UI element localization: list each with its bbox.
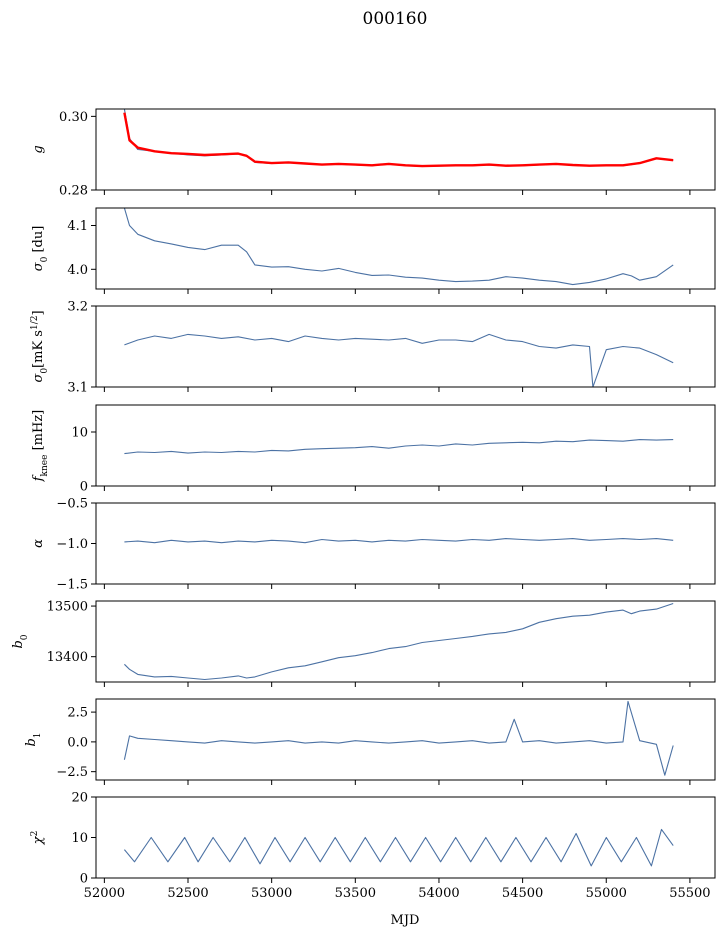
x-tick-label: 55500 <box>669 886 710 901</box>
y-axis-label-fknee: fknee [mHz] <box>31 410 50 483</box>
axes-frame-g <box>95 108 716 191</box>
y-tick-label: 0.30 <box>59 110 88 125</box>
series-line-fknee-0 <box>124 439 674 455</box>
y-tick-label: 4.0 <box>67 263 88 278</box>
x-axis-label: MJD <box>391 913 420 928</box>
series-line-chi2-0 <box>123 828 674 867</box>
series-line-sigma0_du-0 <box>123 208 674 286</box>
y-axis-label-alpha: α <box>31 539 46 548</box>
x-tick-label: 55000 <box>586 886 627 901</box>
axes-frame-sigma0_mK <box>95 305 716 388</box>
y-axis-label-b0: b0 <box>11 634 30 648</box>
y-tick-label: 13500 <box>47 600 88 615</box>
y-axis-label-g: g <box>31 145 46 153</box>
panel-fknee: 0 10 fknee [mHz] <box>31 404 716 495</box>
y-tick-label: 0 <box>80 872 88 887</box>
series-line-g-fit <box>123 112 674 168</box>
y-tick-label: −0.5 <box>56 497 88 512</box>
y-tick-label: −1.5 <box>56 578 88 593</box>
y-tick-label: −1.0 <box>56 537 88 552</box>
axes-frame-chi2 <box>95 796 716 879</box>
series-line-g-data <box>123 109 674 167</box>
axes-frame-alpha <box>95 502 716 585</box>
y-tick-label: 13400 <box>47 650 88 665</box>
y-tick-label: 20 <box>71 791 88 806</box>
panel-b0: 13400 13500 b0 <box>11 600 716 687</box>
x-tick-label: 53000 <box>251 886 292 901</box>
y-tick-label: 4.1 <box>67 219 88 234</box>
y-axis-label-sigma0_mK: σ0[mK s1/2] <box>30 310 50 382</box>
y-tick-label: 3.1 <box>67 381 88 396</box>
y-tick-label: 10 <box>71 426 88 441</box>
series-line-b0-0 <box>124 602 674 681</box>
y-tick-label: −2.5 <box>56 765 88 780</box>
x-tick-label: 52500 <box>167 886 208 901</box>
panels-group: 0.28 0.30 g 4.0 4.1 σ0 [du] 3.1 3.2 σ0[mK s1/2] 0… <box>11 108 716 901</box>
panel-alpha: −1.5 −1.0 −0.5 α <box>31 497 716 593</box>
series-line-alpha-0 <box>124 538 674 544</box>
x-tick-label: 52000 <box>84 886 125 901</box>
axes-frame-b1 <box>95 698 716 781</box>
figure-title: 000160 <box>363 9 428 29</box>
x-tick-label: 54000 <box>418 886 459 901</box>
x-tick-label: 54500 <box>502 886 543 901</box>
y-axis-label-chi2: χ2 <box>30 831 46 846</box>
y-tick-label: 2.5 <box>67 706 88 721</box>
y-tick-label: 0 <box>80 480 88 495</box>
panel-b1: −2.5 0.0 2.5 b1 <box>24 698 716 785</box>
y-tick-label: 3.2 <box>67 300 88 315</box>
panel-chi2: 0 10 20 52000 52500 53000 53500 54000 54500 55000… <box>30 791 716 901</box>
axes-frame-sigma0_du <box>95 207 716 290</box>
panel-sigma0_du: 4.0 4.1 σ0 [du] <box>31 207 716 294</box>
x-tick-label: 53500 <box>335 886 376 901</box>
series-line-b1-0 <box>123 700 674 776</box>
axes-frame-b0 <box>95 600 716 683</box>
y-tick-label: 0.28 <box>59 184 88 199</box>
y-tick-label: 10 <box>71 831 88 846</box>
y-axis-label-b1: b1 <box>24 732 43 746</box>
axes-frame-fknee <box>95 404 716 487</box>
y-tick-label: 0.0 <box>67 735 88 750</box>
panel-g: 0.28 0.30 g <box>31 108 716 199</box>
series-line-sigma0_mK-0 <box>124 333 674 387</box>
y-axis-label-sigma0_du: σ0 [du] <box>31 226 50 272</box>
panel-sigma0_mK: 3.1 3.2 σ0[mK s1/2] <box>30 300 716 396</box>
